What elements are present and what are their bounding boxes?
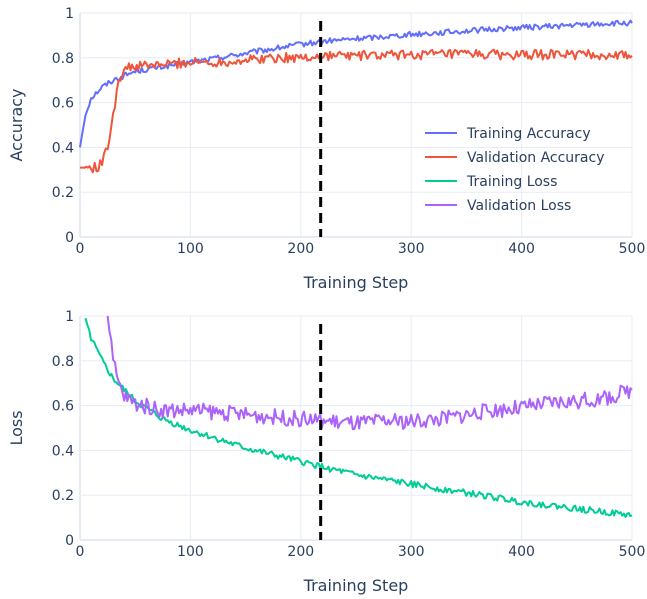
y-tick-label: 0: [65, 230, 74, 246]
legend-label: Validation Accuracy: [467, 150, 605, 166]
x-tick-label: 300: [398, 544, 425, 560]
y-tick-label: 0.8: [52, 354, 74, 370]
y-tick-label: 0.2: [52, 185, 74, 201]
x-tick-label: 400: [508, 544, 535, 560]
legend-label: Validation Loss: [467, 198, 571, 214]
series-line-training-loss: [84, 317, 633, 518]
x-tick-label: 400: [508, 241, 535, 257]
y-axis-title: Loss: [7, 410, 26, 445]
accuracy-plot: 0 0.2 0.4 0.6 0.8 1 0 100 200 300 400 500 Training S…: [7, 6, 645, 292]
legend: Training Accuracy Validation Accuracy Trai…: [425, 126, 605, 214]
legend-label: Training Loss: [466, 174, 557, 190]
y-tick-label: 0: [65, 533, 74, 549]
x-tick-label: 300: [398, 241, 425, 257]
x-tick-label: 200: [287, 544, 314, 560]
x-tick-label: 100: [177, 241, 204, 257]
x-tick-label: 0: [76, 544, 85, 560]
y-tick-label: 0.2: [52, 488, 74, 504]
loss-plot: 0 0.2 0.4 0.6 0.8 1 0 100 200 300 400 500 Training S…: [7, 309, 645, 595]
x-axis-title: Training Step: [303, 576, 409, 595]
x-tick-label: 200: [287, 241, 314, 257]
x-axis-title: Training Step: [303, 273, 409, 292]
legend-label: Training Accuracy: [466, 126, 591, 142]
x-tick-label: 500: [619, 241, 646, 257]
series-line-validation-loss: [106, 315, 633, 431]
y-tick-label: 0.8: [52, 51, 74, 67]
x-tick-label: 500: [619, 544, 646, 560]
y-tick-label: 0.6: [52, 96, 74, 112]
x-tick-label: 100: [177, 544, 204, 560]
y-tick-label: 0.4: [52, 140, 74, 156]
y-tick-label: 0.4: [52, 443, 74, 459]
y-tick-label: 1: [65, 6, 74, 22]
y-tick-label: 0.6: [52, 399, 74, 415]
x-tick-label: 0: [76, 241, 85, 257]
y-tick-label: 1: [65, 309, 74, 325]
series-line-validation-accuracy: [80, 48, 633, 174]
y-axis-title: Accuracy: [7, 88, 26, 161]
series-line-training-accuracy: [79, 19, 633, 148]
